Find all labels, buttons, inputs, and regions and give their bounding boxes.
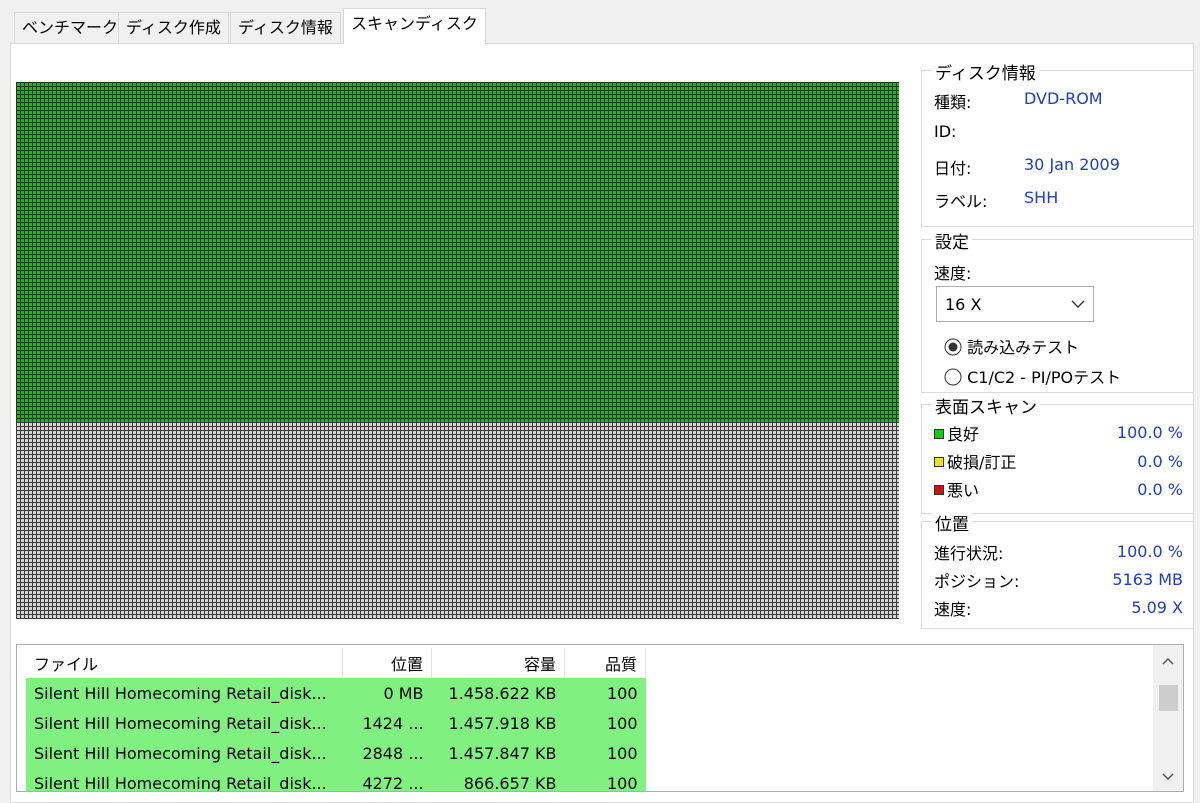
value: 0.0 %: [1137, 452, 1183, 471]
value: 5.09 X: [1131, 598, 1183, 617]
speed-dropdown[interactable]: 16 X: [936, 286, 1094, 322]
cell: Silent Hill Homecoming Retail_disk...: [26, 678, 343, 708]
label-text: 悪い: [947, 481, 980, 500]
label-text: 破損/訂正: [947, 453, 1017, 472]
cell: 1.458.622 KB: [431, 678, 565, 708]
tab-panel: ディスク情報 種類: DVD-ROM ID: 日付: 30 Jan 2009 ラ…: [10, 43, 1194, 803]
cell: 100: [564, 768, 646, 791]
scrollbar[interactable]: [1153, 645, 1183, 791]
tab-active[interactable]: スキャンディスク: [343, 8, 486, 44]
label: 種類:: [934, 93, 972, 112]
group-title: 表面スキャン: [932, 393, 1040, 418]
label: 日付:: [934, 159, 972, 178]
label: 進行状況:: [934, 544, 1004, 563]
column-header[interactable]: 品質: [564, 648, 646, 678]
cell: 1.457.847 KB: [431, 738, 565, 768]
value: SHH: [1024, 188, 1059, 207]
tab[interactable]: ディスク情報: [230, 12, 341, 43]
value: 0.0 %: [1137, 480, 1183, 499]
file-list: ファイル 位置 容量 品質 Silent Hill Homecoming Ret…: [16, 644, 1184, 792]
radio-icon: [944, 338, 962, 356]
label: 速度:: [934, 264, 972, 283]
label: 速度:: [934, 600, 972, 619]
cell: 100: [564, 738, 646, 768]
column-header[interactable]: 容量: [431, 648, 565, 678]
file-row[interactable]: Silent Hill Homecoming Retail_disk... 142…: [26, 708, 646, 738]
scroll-down[interactable]: [1162, 773, 1174, 781]
label: ラベル:: [934, 192, 988, 211]
value: 30 Jan 2009: [1024, 155, 1120, 174]
label: 良好: [934, 421, 979, 445]
cell: 2848 ...: [342, 738, 432, 768]
scan-map-good: [16, 82, 899, 422]
cell: 1424 ...: [342, 708, 432, 738]
disk-info-group: ディスク情報 種類: DVD-ROM ID: 日付: 30 Jan 2009 ラ…: [921, 59, 1193, 227]
radio-icon: [944, 368, 962, 386]
position-group: 位置 進行状況: 100.0 % ポジション: 5163 MB 速度: 5.09…: [921, 510, 1193, 629]
group-title: ディスク情報: [932, 59, 1039, 84]
cell: Silent Hill Homecoming Retail_disk...: [26, 708, 343, 738]
cell: Silent Hill Homecoming Retail_disk...: [26, 738, 343, 768]
file-row[interactable]: Silent Hill Homecoming Retail_disk... 284…: [26, 738, 646, 768]
value: DVD-ROM: [1024, 89, 1103, 108]
scroll-thumb[interactable]: [1159, 685, 1178, 711]
radio-label: C1/C2 - PI/POテスト: [967, 368, 1122, 387]
file-row[interactable]: Silent Hill Homecoming Retail_disk... 427…: [26, 768, 646, 791]
column-header[interactable]: ファイル: [26, 648, 343, 678]
radio-label: 読み込みテスト: [967, 338, 1080, 357]
tab[interactable]: ベンチマーク: [14, 12, 127, 43]
cell: Silent Hill Homecoming Retail_disk...: [26, 768, 343, 791]
cell: 4272 ...: [342, 768, 432, 791]
legend-swatch: [934, 429, 944, 439]
cell: 100: [564, 708, 646, 738]
group-title: 設定: [932, 228, 972, 253]
label-text: 良好: [947, 425, 980, 444]
scan-map-pending: [16, 422, 899, 619]
file-table: ファイル 位置 容量 品質 Silent Hill Homecoming Ret…: [26, 648, 646, 791]
column-header[interactable]: 位置: [342, 648, 432, 678]
cell: 100: [564, 678, 646, 708]
radio[interactable]: C1/C2 - PI/POテスト: [944, 364, 1121, 388]
settings-group: 設定 速度: 16 X 読み込みテスト C1/C2 - PI/POテスト: [921, 228, 1193, 393]
label: 悪い: [934, 477, 979, 501]
label: ID:: [934, 122, 957, 141]
dropdown-arrow: [1071, 300, 1085, 308]
scroll-up[interactable]: [1162, 657, 1174, 665]
value: 5163 MB: [1112, 570, 1183, 589]
cell: 0 MB: [342, 678, 432, 708]
radio[interactable]: 読み込みテスト: [944, 334, 1079, 358]
value: 100.0 %: [1116, 423, 1183, 442]
dropdown-value: 16 X: [945, 295, 982, 314]
legend-swatch: [934, 457, 944, 467]
tab[interactable]: ディスク作成: [118, 12, 229, 43]
surface-scan-group: 表面スキャン 良好 100.0 % 破損/訂正 0.0 % 悪い 0.0 %: [921, 393, 1193, 514]
value: 100.0 %: [1116, 542, 1183, 561]
group-title: 位置: [932, 510, 972, 535]
label: ポジション:: [934, 572, 1020, 591]
cell: 866.657 KB: [431, 768, 565, 791]
cell: 1.457.918 KB: [431, 708, 565, 738]
file-row[interactable]: Silent Hill Homecoming Retail_disk... 0 M…: [26, 678, 646, 708]
label: 破損/訂正: [934, 449, 1016, 473]
legend-swatch: [934, 485, 944, 495]
